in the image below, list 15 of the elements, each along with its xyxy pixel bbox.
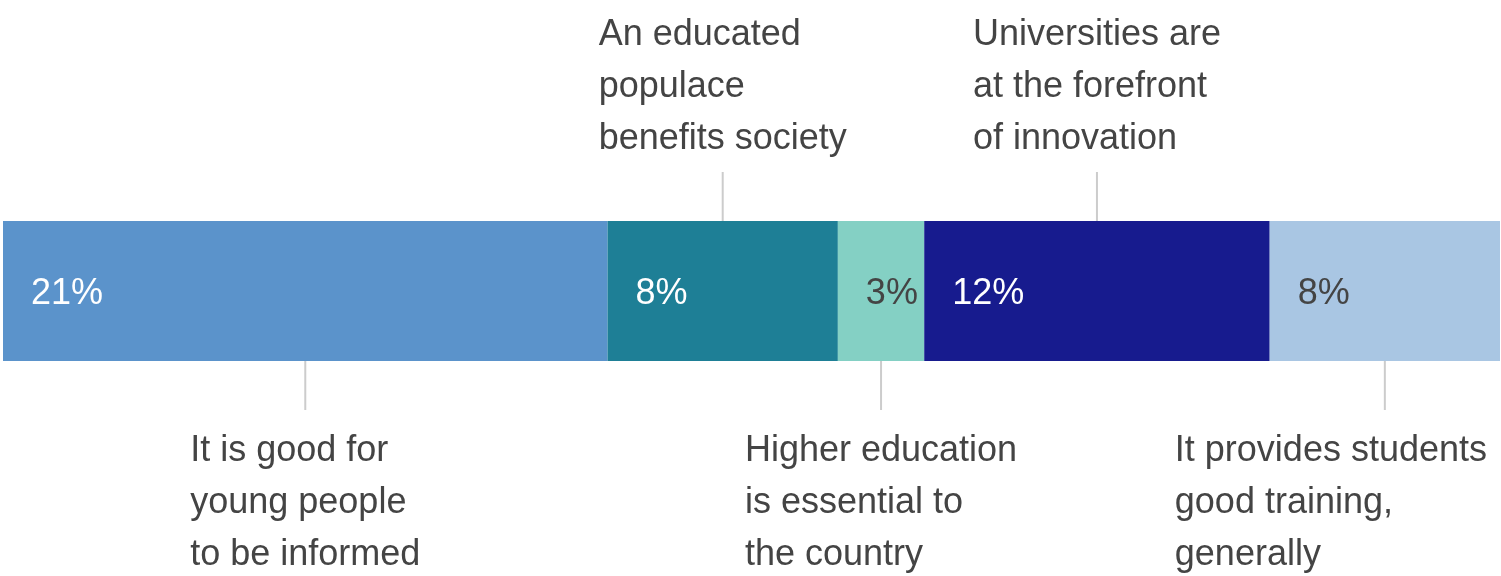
- bar: [607, 221, 838, 361]
- series-label: It provides students good training, generally: [1174, 427, 1487, 573]
- bar: [3, 221, 608, 361]
- bar: [1269, 221, 1500, 361]
- text: Higher education is essential to the country: [744, 427, 1018, 573]
- data-label: 21%: [31, 270, 104, 312]
- data-label: 3%: [865, 270, 918, 312]
- series-label: It is good for young people to be informed: [190, 427, 421, 573]
- bar: [924, 221, 1270, 361]
- series-label: An educated populace benefits society: [598, 11, 847, 157]
- data-label: 12%: [952, 270, 1025, 312]
- series-label: Universities are at the forefront of innovation: [972, 11, 1222, 157]
- data-label: 8%: [635, 270, 688, 312]
- data-label: 8%: [1297, 270, 1350, 312]
- bar: [837, 221, 925, 361]
